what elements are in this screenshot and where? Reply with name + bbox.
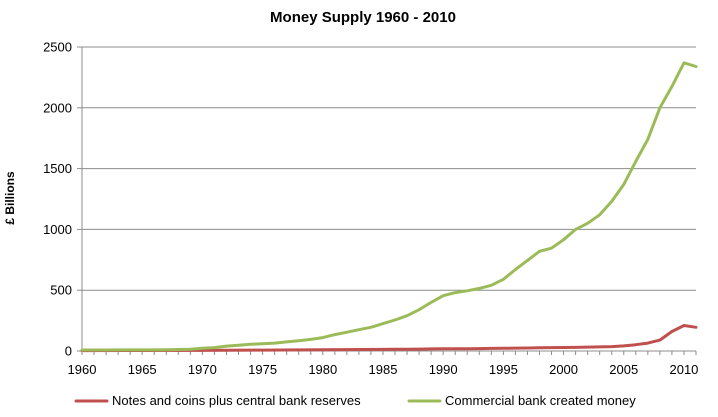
- series-lines: [80, 61, 698, 353]
- series-line-1: [80, 324, 698, 353]
- x-tick-label: 1960: [68, 362, 97, 377]
- y-tick-labels: 0 500 1000 1500 2000 2500: [43, 40, 72, 359]
- x-tick-label: 2000: [549, 362, 578, 377]
- y-axis-label: £ Billions: [3, 171, 17, 225]
- chart-title: Money Supply 1960 - 2010: [270, 9, 456, 26]
- y-tick-label: 500: [50, 283, 72, 298]
- axes: [77, 46, 697, 355]
- x-tick-label: 1995: [489, 362, 518, 377]
- x-tick-label: 2005: [609, 362, 638, 377]
- y-tick-label: 1000: [43, 222, 72, 237]
- y-tick-label: 2000: [43, 100, 72, 115]
- x-tick-label: 1965: [128, 362, 157, 377]
- x-tick-label: 1990: [429, 362, 458, 377]
- series-line-2: [80, 61, 698, 352]
- x-tick-label: 1970: [188, 362, 217, 377]
- y-tick-label: 1500: [43, 161, 72, 176]
- legend: Notes and coins plus central bank reserv…: [74, 393, 636, 408]
- x-tick-labels: 1960 1965 1970 1975 1980 1985 1990 1995 2000 2005…: [68, 362, 699, 377]
- gridlines: [82, 46, 696, 291]
- x-tick-label: 2010: [669, 362, 698, 377]
- x-tick-label: 1980: [308, 362, 337, 377]
- y-tick-label: 0: [65, 344, 72, 359]
- x-tick-label: 1985: [369, 362, 398, 377]
- y-tick-label: 2500: [43, 40, 72, 55]
- legend-label-1: Notes and coins plus central bank reserv…: [112, 393, 361, 408]
- x-tick-label: 1975: [248, 362, 277, 377]
- legend-label-2: Commercial bank created money: [445, 393, 636, 408]
